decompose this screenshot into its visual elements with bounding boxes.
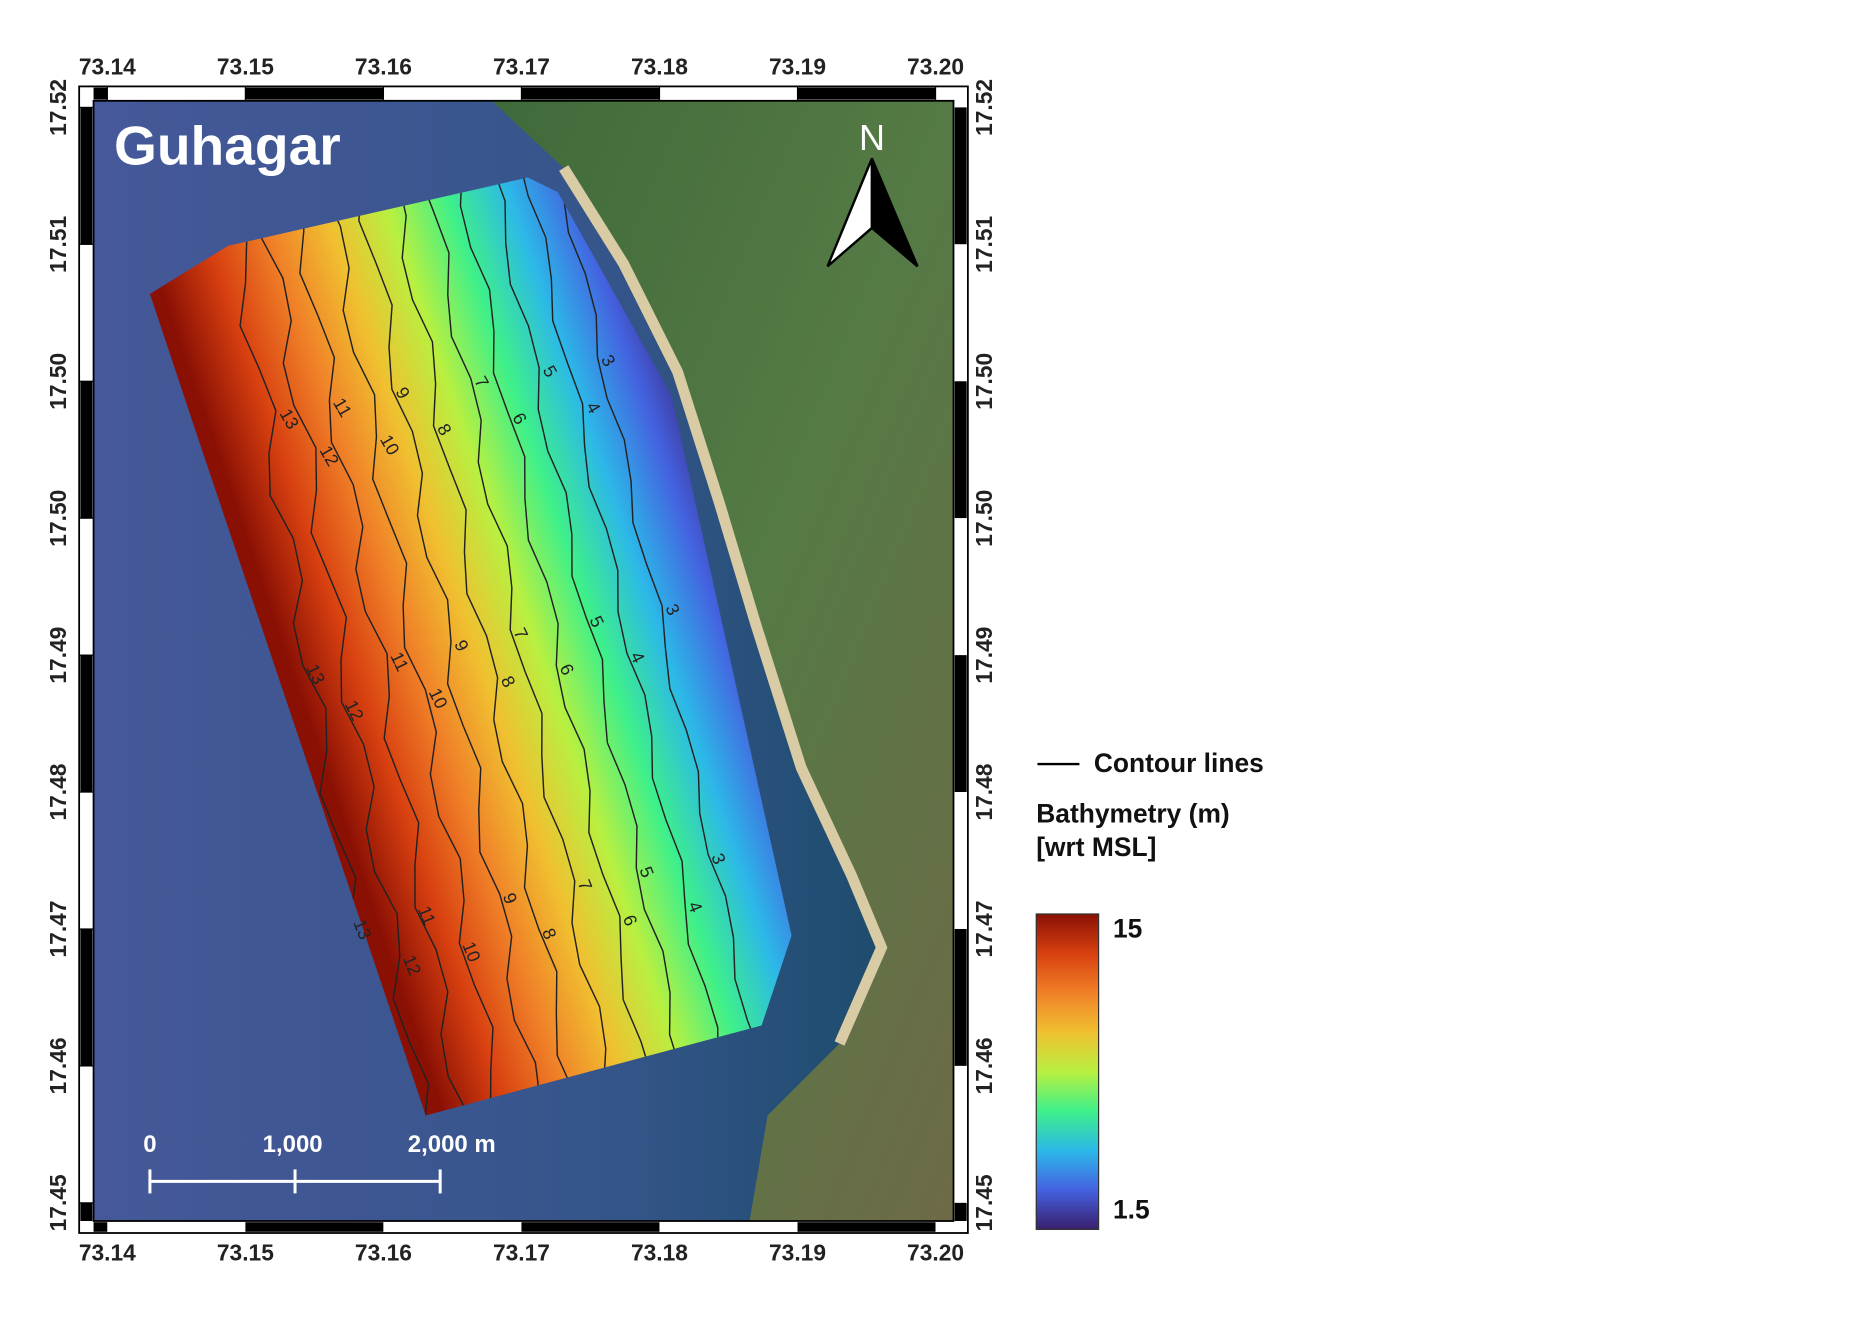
contour-line <box>358 177 542 1116</box>
frame-segment <box>80 1065 93 1203</box>
frame-segment <box>80 244 93 382</box>
frame-segment <box>954 100 967 108</box>
frame-segment <box>954 244 967 382</box>
y-tick-label-left: 17.50 <box>45 353 71 410</box>
frame-segment <box>383 87 522 100</box>
frame-segment <box>954 107 967 245</box>
y-tick-label-left: 17.52 <box>45 79 71 136</box>
contour-line <box>281 177 476 1116</box>
contour-line <box>517 177 727 1111</box>
x-tick-label-top: 73.17 <box>493 53 550 79</box>
y-tick-label-left: 17.49 <box>45 627 71 684</box>
scale-label: 2,000 m <box>408 1131 496 1158</box>
y-tick-label-right: 17.51 <box>971 216 997 273</box>
colorbar-min: 1.5 <box>1113 1194 1150 1224</box>
contours <box>212 177 769 1116</box>
x-tick-label-bottom: 73.14 <box>79 1240 136 1266</box>
frame-segment <box>80 381 93 519</box>
frame-segment <box>935 87 954 100</box>
x-tick-label-bottom: 73.16 <box>355 1240 412 1266</box>
frame-segment <box>954 655 967 793</box>
x-tick-label-bottom: 73.18 <box>631 1240 688 1266</box>
frame-segment <box>107 1222 246 1232</box>
y-tick-label-right: 17.50 <box>971 353 997 410</box>
frame-segment <box>93 1222 108 1232</box>
bathymetry-surface <box>149 177 792 1116</box>
contour-line <box>473 177 701 1116</box>
frame-segment <box>935 1222 954 1232</box>
x-tick-label-top: 73.19 <box>769 53 826 79</box>
contour-line <box>451 177 655 1116</box>
frame-checker <box>80 87 967 1232</box>
frame-segment <box>80 518 93 656</box>
beach <box>559 165 888 1046</box>
frame-segment <box>80 1202 93 1222</box>
y-tick-label-left: 17.46 <box>45 1037 71 1094</box>
x-tick-label-top: 73.15 <box>217 53 274 79</box>
map-title: Guhagar <box>114 115 341 177</box>
x-tick-label-top: 73.18 <box>631 53 688 79</box>
y-tick-label-left: 17.47 <box>45 900 71 957</box>
scale-bar: 0 1,000 2,000 m <box>143 1131 496 1194</box>
scale-label: 1,000 <box>263 1131 323 1158</box>
contour-line <box>256 177 430 1116</box>
contour-line <box>545 177 769 1104</box>
frame-segment <box>521 1222 660 1232</box>
frame-segment <box>80 792 93 929</box>
frame-segment <box>80 655 93 793</box>
frame-segment <box>80 100 93 108</box>
x-tick-label-bottom: 73.15 <box>217 1240 274 1266</box>
x-tick-label-bottom: 73.20 <box>907 1240 964 1266</box>
frame-segment <box>107 87 246 100</box>
y-tick-label-left: 17.50 <box>45 490 71 547</box>
colorbar <box>1035 913 1100 1230</box>
frame-segment <box>80 107 93 245</box>
x-tick-label-bottom: 73.19 <box>769 1240 826 1266</box>
y-tick-label-right: 17.48 <box>971 764 997 821</box>
frame-segment <box>521 87 660 100</box>
frame-segment <box>954 1065 967 1203</box>
frame-segment <box>954 1202 967 1222</box>
legend-contour-label: Contour lines <box>1094 748 1264 778</box>
contour-line <box>314 177 512 1116</box>
colorbar-subtitle: [wrt MSL] <box>1036 832 1156 862</box>
y-tick-label-right: 17.47 <box>971 900 997 957</box>
inner-frame <box>92 99 955 1222</box>
y-tick-label-left: 17.45 <box>45 1174 71 1231</box>
y-tick-label-right: 17.45 <box>971 1174 997 1231</box>
frame-segment <box>797 1222 936 1232</box>
scale-label: 0 <box>143 1131 156 1158</box>
frame-segment <box>797 87 936 100</box>
x-tick-label-top: 73.16 <box>355 53 412 79</box>
y-tick-label-right: 17.49 <box>971 627 997 684</box>
colorbar-title: Bathymetry (m) <box>1036 799 1229 829</box>
frame-segment <box>80 928 93 1066</box>
x-tick-label-top: 73.20 <box>907 53 964 79</box>
frame-segment <box>954 381 967 519</box>
contour-line <box>376 177 590 1116</box>
frame-segment <box>245 1222 384 1232</box>
north-label: N <box>859 117 885 158</box>
y-tick-label-right: 17.52 <box>971 79 997 136</box>
frame-segment <box>954 792 967 929</box>
frame-segment <box>659 87 798 100</box>
x-tick-label-bottom: 73.17 <box>493 1240 550 1266</box>
y-tick-label-left: 17.48 <box>45 764 71 821</box>
frame-segment <box>954 928 967 1066</box>
contour-line <box>416 177 618 1116</box>
north-arrow-right <box>870 157 919 268</box>
frame-segment <box>245 87 384 100</box>
frame-segment <box>954 518 967 656</box>
y-tick-label-right: 17.46 <box>971 1037 997 1094</box>
land <box>491 100 954 1222</box>
frame-segment <box>383 1222 522 1232</box>
colorbar-max: 15 <box>1113 914 1142 944</box>
x-tick-label-top: 73.14 <box>79 53 136 79</box>
frame-segment <box>93 87 108 100</box>
y-tick-label-right: 17.50 <box>971 490 997 547</box>
y-tick-label-left: 17.51 <box>45 216 71 273</box>
frame-segment <box>659 1222 798 1232</box>
